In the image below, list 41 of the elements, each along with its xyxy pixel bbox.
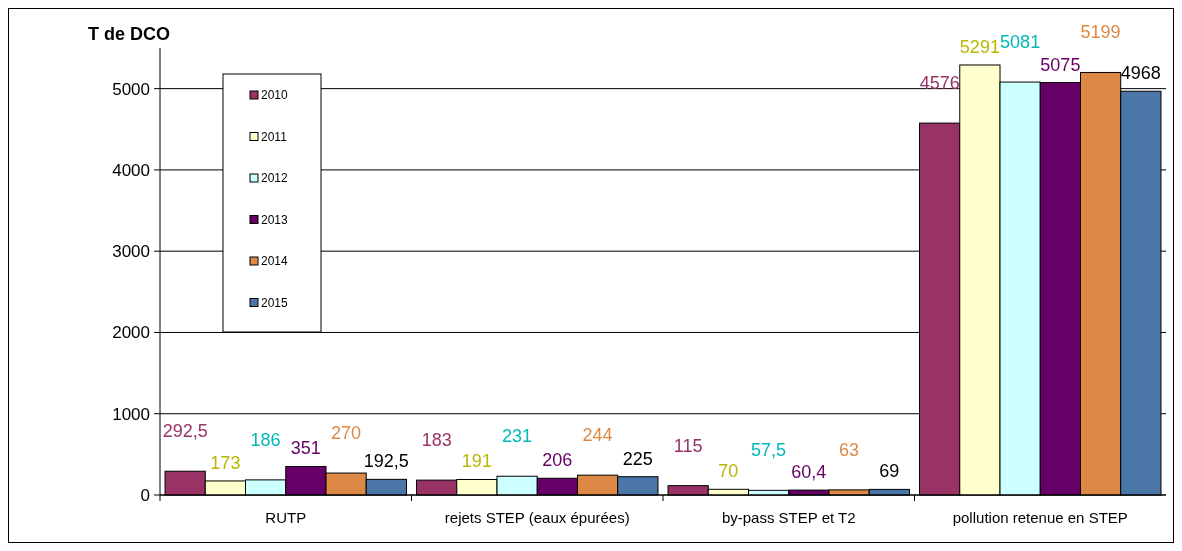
data-label: 57,5 [751,440,787,461]
data-label: 5199 [1080,22,1121,43]
legend-label: 2015 [261,295,289,310]
data-label: 5075 [1040,54,1081,75]
legend-label: 2013 [261,212,289,227]
y-tick-label: 1000 [112,404,150,424]
x-tick-label: rejets STEP (eaux épurées) [444,509,630,526]
data-label: 5081 [1000,32,1041,53]
data-label: 270 [331,423,362,444]
data-label: 186 [250,429,281,450]
data-label: 173 [210,452,241,473]
data-label: 60,4 [791,462,827,483]
data-label: 225 [622,448,653,469]
data-label: 292,5 [162,421,208,442]
data-label: 206 [542,450,573,471]
data-label: 192,5 [363,451,409,472]
data-label: 69 [879,461,900,482]
data-label: 183 [421,430,452,451]
legend-label: 2014 [261,254,289,269]
y-tick-label: 2000 [112,323,150,343]
y-tick-label: 3000 [112,242,150,262]
data-label: 115 [673,435,703,456]
data-label: 231 [502,426,533,447]
data-label: 5291 [959,36,1000,57]
data-label: 63 [839,439,860,460]
y-tick-label: 5000 [112,79,150,99]
y-tick-label: 0 [140,485,150,505]
x-tick-label: pollution retenue en STEP [952,509,1128,526]
legend-label: 2010 [261,88,289,103]
data-label: 4576 [919,73,960,94]
data-label: 244 [582,425,613,446]
data-label: 4968 [1120,63,1161,84]
y-axis-title: T de DCO [88,24,171,44]
y-tick-label: 4000 [112,160,150,180]
data-label: 191 [461,451,492,472]
x-tick-label: RUTP [265,509,307,526]
data-label: 351 [290,438,321,459]
data-label: 70 [718,461,739,482]
legend-label: 2011 [261,129,288,144]
x-tick-label: by-pass STEP et T2 [721,509,856,526]
legend-label: 2012 [261,171,289,186]
